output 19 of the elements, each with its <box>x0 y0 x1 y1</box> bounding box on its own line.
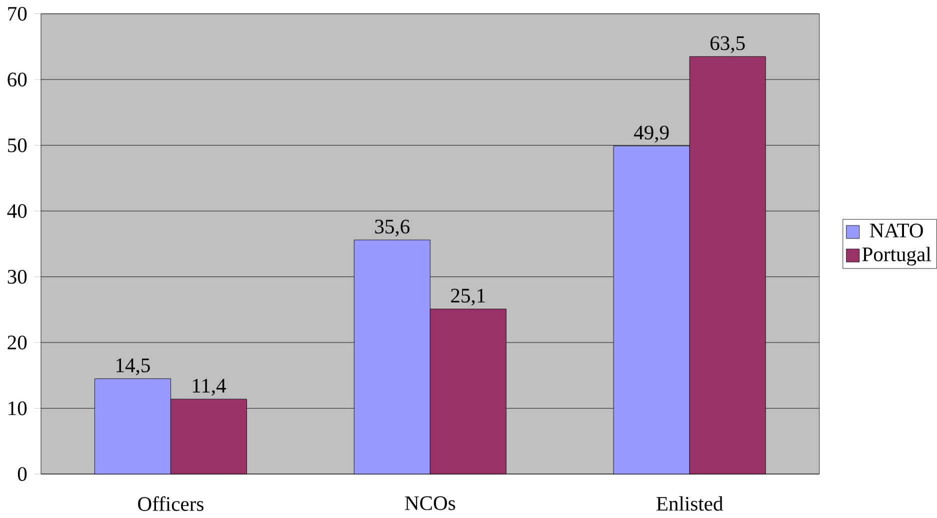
data-label: 25,1 <box>451 288 485 306</box>
data-label: 35,6 <box>375 220 410 237</box>
x-tick-label: Officers <box>138 496 204 512</box>
y-tick-label: 20 <box>8 336 27 350</box>
y-tick-label: 60 <box>8 72 27 87</box>
y-tick-label: 70 <box>8 6 27 21</box>
x-tick-label: Enlisted <box>656 496 724 511</box>
legend-label: Portugal <box>862 246 931 266</box>
data-label: 14,5 <box>116 358 150 376</box>
y-tick-label: 50 <box>8 138 27 152</box>
y-tick-label: 0 <box>18 467 27 482</box>
y-tick-label: 40 <box>7 204 27 218</box>
data-label: 63,5 <box>710 36 745 54</box>
y-tick-label: 30 <box>8 270 27 284</box>
data-label: 11,4 <box>192 378 226 396</box>
x-tick-label: NCOs <box>405 496 456 510</box>
legend-label: NATO <box>870 224 923 238</box>
data-label: 49,9 <box>634 126 669 143</box>
y-tick-label: 10 <box>8 401 27 416</box>
